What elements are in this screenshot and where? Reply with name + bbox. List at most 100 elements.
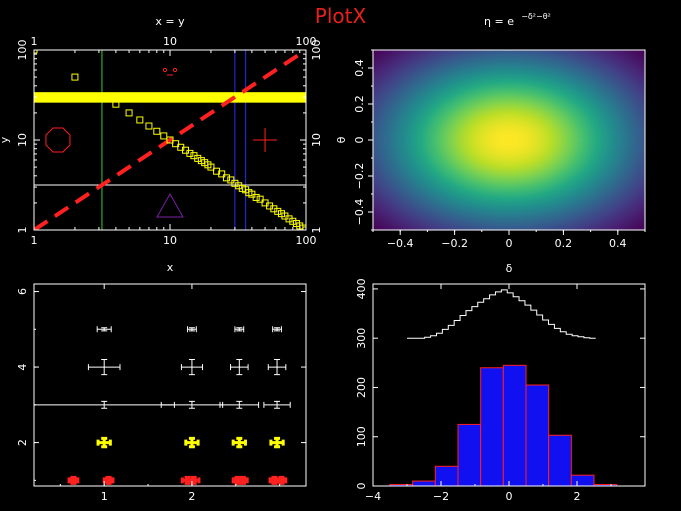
x-tick-label: −0.4 — [387, 237, 414, 250]
square-marker — [285, 215, 293, 223]
x-top-tick-label: 100 — [296, 35, 317, 48]
histogram-bar — [457, 423, 482, 487]
square-marker — [145, 122, 153, 130]
square-marker — [252, 193, 260, 201]
step-line-series — [407, 289, 596, 339]
error-bar-point — [67, 475, 80, 485]
y-tick-label: −0.2 — [353, 163, 366, 190]
error-bar-point — [34, 400, 175, 409]
panel2-ylabel: θ — [335, 136, 348, 143]
histogram-bar — [548, 434, 572, 487]
square-marker — [160, 132, 168, 140]
histogram-bar — [570, 474, 595, 487]
y-tick-label: 4 — [16, 364, 29, 371]
error-bar-point — [102, 475, 115, 485]
x-top-tick-label: 10 — [163, 35, 177, 48]
y-tick-label: 6 — [16, 288, 29, 295]
error-bar-point — [96, 436, 112, 449]
heatmap-image — [373, 50, 645, 230]
y-tick-label: 0 — [355, 483, 368, 490]
error-bar-point — [272, 326, 282, 333]
square-marker — [153, 127, 161, 135]
x-tick-label: −4 — [365, 490, 381, 503]
x-tick-label: 1 — [31, 234, 38, 247]
error-bar-point — [230, 359, 249, 376]
error-bar-point — [263, 400, 291, 409]
error-bar-point — [275, 475, 288, 485]
x-tick-label: 0.2 — [555, 237, 573, 250]
error-bar-point — [187, 326, 197, 333]
y-tick-label: 100 — [16, 40, 29, 61]
panel1-title: x = y — [155, 15, 185, 28]
panel2-title: η = e — [484, 15, 514, 28]
error-bar-point — [269, 436, 285, 449]
error-bar-point — [160, 400, 224, 409]
y-tick-label: 2 — [16, 439, 29, 446]
error-bar-point — [186, 475, 201, 485]
square-marker — [218, 170, 226, 178]
square-marker — [274, 207, 282, 215]
error-bar-point — [267, 359, 287, 376]
plus-shape — [253, 128, 278, 152]
x-tick-label: 2 — [574, 490, 581, 503]
x-tick-label: −0.2 — [441, 237, 468, 250]
square-marker — [172, 140, 180, 148]
y-right-tick-label: 1 — [310, 227, 323, 234]
smile-eye — [162, 67, 168, 73]
y-tick-label: 0.4 — [353, 59, 366, 77]
square-marker — [112, 100, 120, 108]
panel3-title: x — [167, 261, 174, 274]
octagon-shape — [45, 127, 71, 153]
histogram-bar — [502, 364, 527, 487]
error-bar-point — [184, 436, 200, 449]
y-tick-label: 100 — [355, 426, 368, 447]
y-tick-label: −0.4 — [353, 199, 366, 226]
error-bar-point — [96, 326, 112, 333]
figure-title: PlotX — [314, 4, 367, 28]
histogram-bar — [434, 465, 459, 487]
panel2-title-exponent: −δ²−θ² — [521, 12, 551, 21]
panel3-frame — [33, 283, 307, 487]
x-tick-label: 2 — [188, 490, 195, 503]
dashed-identity-line — [34, 50, 306, 230]
y-tick-label: 200 — [355, 377, 368, 398]
histogram-bar — [412, 480, 436, 487]
square-marker — [207, 163, 215, 171]
y-tick-label: 10 — [16, 133, 29, 147]
square-marker — [136, 116, 144, 124]
y-tick-label: 0.2 — [353, 95, 366, 113]
square-marker — [231, 179, 239, 187]
horizontal-band — [34, 92, 306, 103]
error-bar-point — [234, 326, 245, 333]
square-marker — [125, 109, 133, 117]
square-marker — [166, 136, 174, 144]
error-bar-point — [236, 475, 249, 485]
x-tick-label: 0.4 — [609, 237, 627, 250]
x-tick-label: 10 — [163, 234, 177, 247]
x-tick-label: 0 — [506, 490, 513, 503]
square-marker — [222, 174, 230, 182]
triangle-shape — [156, 193, 184, 218]
y-tick-label: 300 — [355, 328, 368, 349]
histogram-bar — [525, 384, 550, 487]
error-bar-point — [87, 359, 121, 376]
y-right-tick-label: 100 — [310, 40, 323, 61]
histogram-bar — [480, 367, 504, 487]
y-right-tick-label: 10 — [310, 133, 323, 147]
x-tick-label: 1 — [101, 490, 108, 503]
x-tick-label: −2 — [433, 490, 449, 503]
square-marker — [186, 149, 194, 157]
error-bar-point — [219, 400, 260, 409]
square-marker — [289, 217, 297, 225]
error-bar-point — [180, 359, 203, 376]
panel1-plot-area — [34, 50, 306, 230]
y-tick-label: 1 — [16, 227, 29, 234]
square-marker — [71, 73, 79, 81]
panel3-plot-area — [34, 326, 291, 485]
panel1-ylabel: y — [0, 136, 11, 143]
error-bar-point — [231, 436, 247, 449]
x-tick-label: 100 — [296, 234, 317, 247]
square-marker — [194, 154, 202, 162]
heatmap-container — [373, 50, 645, 230]
